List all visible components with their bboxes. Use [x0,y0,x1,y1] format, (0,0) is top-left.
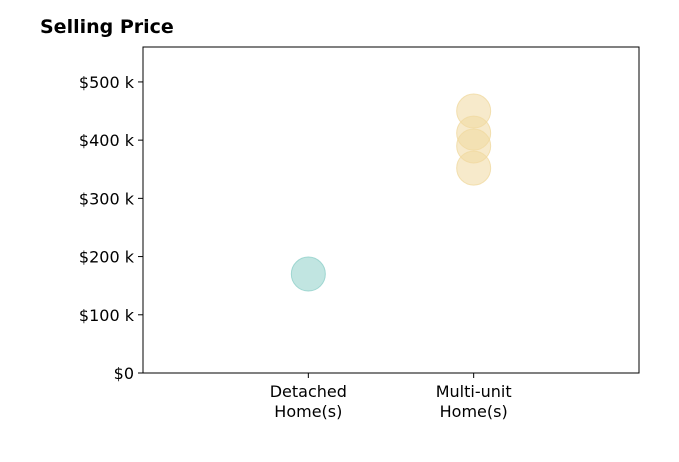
y-tick-label: $400 k [79,131,135,150]
chart-title: Selling Price [40,16,174,38]
x-tick-label: Detached Home(s) [270,382,347,421]
data-point [456,150,492,186]
y-tick-label: $100 k [79,306,135,325]
y-tick-label: $0 [114,364,134,383]
x-tick-label: Multi-unit Home(s) [436,382,512,421]
y-tick-label: $300 k [79,189,135,208]
x-axis: Detached Home(s) Multi-unit Home(s) [270,373,512,421]
data-point [290,256,326,292]
data-points [290,93,492,292]
y-tick-label: $500 k [79,73,135,92]
plot-area-frame [142,46,640,374]
y-axis: $0 $100 k $200 k $300 k $400 k $500 k [79,73,143,383]
y-tick-label: $200 k [79,248,135,267]
